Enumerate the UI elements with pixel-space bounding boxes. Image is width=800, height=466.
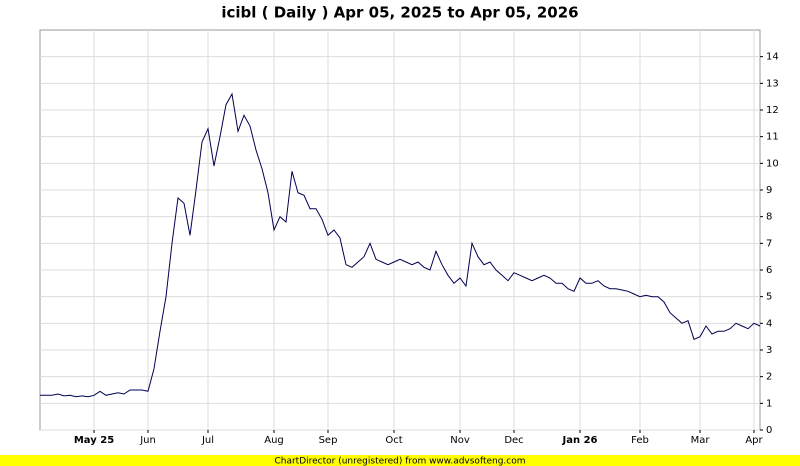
x-tick-label: Jun (139, 435, 156, 446)
y-tick-label: 11 (766, 132, 779, 143)
y-tick-label: 6 (766, 265, 772, 276)
x-tick-label: Feb (631, 435, 649, 446)
y-tick-label: 2 (766, 372, 772, 383)
price-line (40, 92, 761, 398)
y-tick-label: 1 (766, 398, 772, 409)
chart-title: icibl ( Daily ) Apr 05, 2025 to Apr 05, … (221, 4, 578, 22)
y-tick-label: 9 (766, 185, 772, 196)
y-tick-label: 14 (766, 52, 779, 63)
y-tick-label: 3 (766, 345, 772, 356)
y-tick-label: 5 (766, 292, 772, 303)
x-tick-label: Oct (385, 435, 402, 446)
y-tick-label: 13 (766, 78, 779, 89)
x-tick-label: Jul (201, 435, 214, 446)
x-tick-label: Nov (450, 435, 470, 446)
x-tick-label: Sep (319, 435, 338, 446)
x-tick-label: Apr (745, 435, 763, 446)
x-tick-label: Aug (264, 435, 284, 446)
y-tick-label: 0 (766, 425, 772, 436)
x-tick-label: Mar (691, 435, 711, 446)
y-tick-label: 12 (766, 105, 779, 116)
y-tick-label: 7 (766, 238, 772, 249)
footer-bar (0, 455, 800, 466)
y-tick-label: 10 (766, 158, 779, 169)
y-tick-label: 4 (766, 318, 772, 329)
footer: ChartDirector (unregistered) from www.ad… (274, 457, 525, 466)
x-tick-label: May 25 (74, 435, 114, 446)
y-tick-label: 8 (766, 212, 772, 223)
x-tick-label: Jan 26 (562, 435, 598, 446)
x-tick-label: Dec (504, 435, 523, 446)
